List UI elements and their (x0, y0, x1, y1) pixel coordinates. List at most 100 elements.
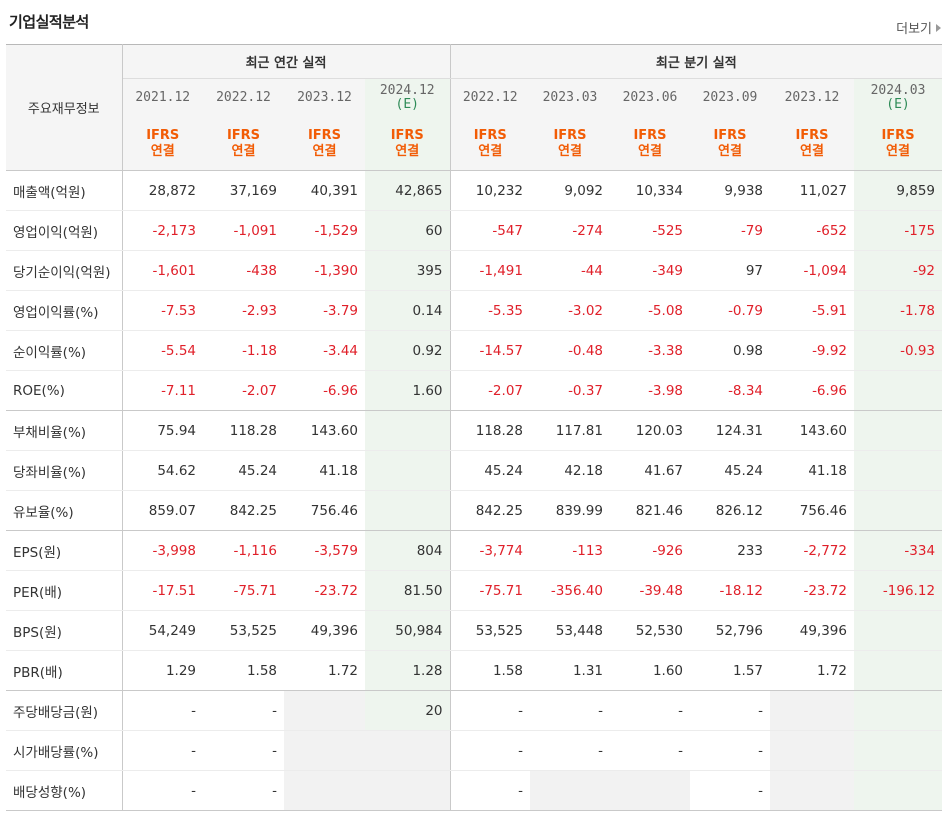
value-cell: -547 (450, 210, 530, 251)
value-cell: -274 (530, 210, 610, 251)
value-cell: 97 (690, 250, 770, 291)
value-cell: 9,938 (690, 170, 770, 211)
period-header: 2024.03 (E) (854, 78, 943, 117)
value-cell (365, 770, 451, 811)
value-cell: 756.46 (284, 490, 365, 531)
quarterly-group-header: 최근 분기 실적 (450, 44, 943, 79)
value-cell: -926 (610, 530, 690, 571)
period-header: 2023.12 (284, 78, 365, 117)
value-cell: 1.72 (284, 650, 365, 691)
value-cell: 81.50 (365, 570, 451, 611)
value-cell: -14.57 (450, 330, 530, 371)
table-row: BPS(원) 54,249 53,525 49,396 50,984 53,525 53,4… (6, 610, 943, 651)
value-cell: 804 (365, 530, 451, 571)
value-cell: 0.92 (365, 330, 451, 371)
row-label: 당기순이익(억원) (6, 250, 123, 291)
value-cell: 49,396 (770, 610, 854, 651)
row-label: 당좌비율(%) (6, 450, 123, 491)
accounting-standard: IFRS 연결 (122, 117, 203, 171)
period-label: 2023.06 (622, 90, 678, 105)
value-cell (854, 690, 943, 731)
table-row: 매출액(억원) 28,872 37,169 40,391 42,865 10,232 9,0… (6, 170, 943, 211)
value-cell: - (450, 690, 530, 731)
value-cell: 20 (365, 690, 451, 731)
value-cell: -2,772 (770, 530, 854, 571)
standard-line2: 연결 (395, 143, 420, 159)
value-cell (770, 730, 854, 771)
value-cell (854, 730, 943, 771)
table-row: ROE(%) -7.11 -2.07 -6.96 1.60 -2.07 -0.37 -3.98… (6, 370, 943, 411)
value-cell: 75.94 (122, 410, 203, 451)
value-cell: -0.48 (530, 330, 610, 371)
value-cell: - (203, 690, 284, 731)
value-cell: 28,872 (122, 170, 203, 211)
value-cell: 1.31 (530, 650, 610, 691)
standard-line1: IFRS (553, 127, 587, 143)
row-label: ROE(%) (6, 370, 123, 411)
value-cell: -2.07 (450, 370, 530, 411)
value-cell: 842.25 (450, 490, 530, 531)
row-label: 순이익률(%) (6, 330, 123, 371)
value-cell: 233 (690, 530, 770, 571)
value-cell (770, 770, 854, 811)
value-cell: -349 (610, 250, 690, 291)
value-cell (770, 690, 854, 731)
value-cell: -3.98 (610, 370, 690, 411)
value-cell: 1.57 (690, 650, 770, 691)
standard-line1: IFRS (307, 127, 342, 143)
table-row: 배당성향(%) - - - - (6, 770, 943, 811)
value-cell (854, 490, 943, 531)
value-cell (610, 770, 690, 811)
value-cell: -6.96 (284, 370, 365, 411)
value-cell (854, 770, 943, 811)
value-cell: 50,984 (365, 610, 451, 651)
period-label: 2023.12 (297, 90, 352, 105)
value-cell: -7.11 (122, 370, 203, 411)
value-cell: 118.28 (450, 410, 530, 451)
accounting-standard: IFRS 연결 (450, 117, 530, 171)
value-cell: -652 (770, 210, 854, 251)
value-cell: -39.48 (610, 570, 690, 611)
value-cell: - (610, 730, 690, 771)
standard-line1: IFRS (713, 127, 747, 143)
standard-line1: IFRS (390, 127, 424, 143)
standard-line2: 연결 (558, 143, 582, 159)
standard-line2: 연결 (150, 143, 175, 159)
value-cell: 45.24 (690, 450, 770, 491)
value-cell: 10,334 (610, 170, 690, 211)
value-cell (284, 770, 365, 811)
value-cell (854, 610, 943, 651)
period-header: 2021.12 (122, 78, 203, 117)
value-cell: 52,530 (610, 610, 690, 651)
value-cell: - (690, 730, 770, 771)
value-cell: 42.18 (530, 450, 610, 491)
value-cell (365, 450, 451, 491)
value-cell: 1.29 (122, 650, 203, 691)
value-cell (284, 730, 365, 771)
estimate-mark: (E) (886, 97, 910, 112)
standard-line2: 연결 (718, 143, 742, 159)
accounting-standard: IFRS 연결 (203, 117, 284, 171)
value-cell: -17.51 (122, 570, 203, 611)
table-row: 당기순이익(억원) -1,601 -438 -1,390 395 -1,491 -44 -34… (6, 250, 943, 291)
value-cell: 1.60 (610, 650, 690, 691)
period-label: 2023.09 (702, 90, 758, 105)
table-row: 유보율(%) 859.07 842.25 756.46 842.25 839.99 821.… (6, 490, 943, 531)
value-cell: -79 (690, 210, 770, 251)
more-label: 더보기 (896, 22, 932, 37)
accounting-standard: IFRS 연결 (770, 117, 854, 171)
value-cell: 11,027 (770, 170, 854, 211)
value-cell: -3,579 (284, 530, 365, 571)
period-label: 2023.12 (784, 90, 840, 105)
standard-line1: IFRS (226, 127, 261, 143)
value-cell: 842.25 (203, 490, 284, 531)
value-cell (365, 490, 451, 531)
table-row: EPS(원) -3,998 -1,116 -3,579 804 -3,774 -113 -92… (6, 530, 943, 571)
standard-line2: 연결 (886, 143, 910, 159)
value-cell: -5.91 (770, 290, 854, 331)
value-cell: 756.46 (770, 490, 854, 531)
period-label: 2021.12 (135, 90, 191, 105)
value-cell: 839.99 (530, 490, 610, 531)
more-link[interactable]: 더보기 (896, 18, 941, 37)
value-cell: -438 (203, 250, 284, 291)
